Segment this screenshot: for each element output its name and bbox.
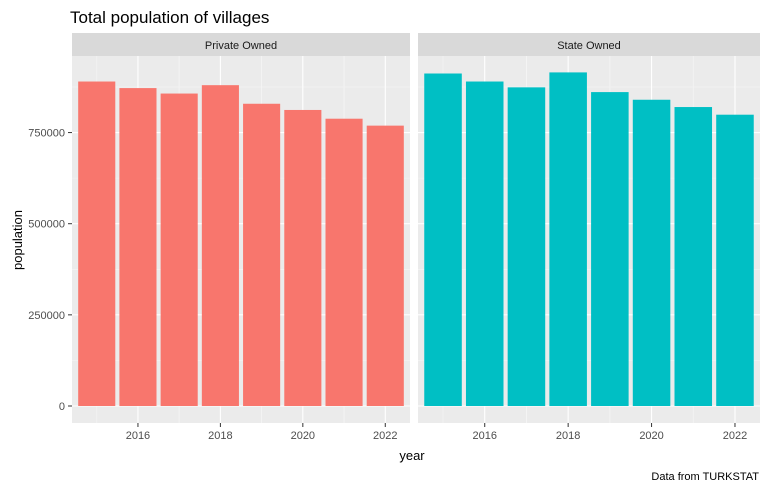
bar-state-2017	[507, 87, 546, 407]
bars-private	[78, 81, 404, 407]
bar-private-2020	[284, 109, 322, 406]
bar-private-2017	[160, 93, 198, 406]
y-tick-label: 250000	[28, 310, 65, 322]
facet-private-owned: Private Owned	[72, 33, 410, 423]
x-tick-label: 2018	[208, 430, 232, 442]
y-tick-label: 750000	[28, 128, 65, 140]
bar-state-2015	[424, 73, 462, 406]
x-axis: 2016 2018 2020 2022 2016 2018 2020 2022	[126, 423, 747, 442]
bar-private-2018	[201, 85, 239, 407]
bar-state-2022	[716, 114, 754, 407]
bar-private-2022	[366, 125, 404, 407]
x-tick-label: 2016	[472, 430, 496, 442]
chart-title: Total population of villages	[70, 8, 269, 27]
facet-label-private: Private Owned	[205, 40, 277, 52]
bar-state-2020	[632, 99, 671, 406]
facet-state-owned: State Owned	[418, 33, 760, 423]
bar-state-2021	[674, 107, 713, 407]
y-axis: 0 250000 500000 750000	[28, 128, 72, 413]
bar-private-2015	[78, 81, 116, 406]
facet-strip-private	[72, 33, 410, 56]
x-tick-label: 2016	[126, 430, 150, 442]
bar-state-2016	[465, 81, 504, 406]
facet-label-state: State Owned	[557, 40, 621, 52]
y-tick-label: 500000	[28, 219, 65, 231]
y-tick-label: 0	[59, 401, 65, 413]
chart-caption: Data from TURKSTAT	[651, 471, 759, 483]
bar-private-2019	[243, 103, 281, 407]
y-axis-title: population	[10, 210, 25, 270]
x-tick-label: 2020	[639, 430, 663, 442]
bar-state-2018	[549, 72, 587, 406]
x-tick-label: 2018	[556, 430, 580, 442]
x-tick-label: 2022	[723, 430, 747, 442]
x-tick-label: 2022	[373, 430, 397, 442]
bar-state-2019	[591, 92, 629, 406]
bars-state	[424, 72, 754, 407]
x-tick-label: 2020	[291, 430, 315, 442]
bar-private-2016	[119, 88, 157, 406]
facet-strip-state	[418, 33, 760, 56]
bar-private-2021	[325, 118, 363, 406]
x-axis-title: year	[399, 448, 425, 463]
